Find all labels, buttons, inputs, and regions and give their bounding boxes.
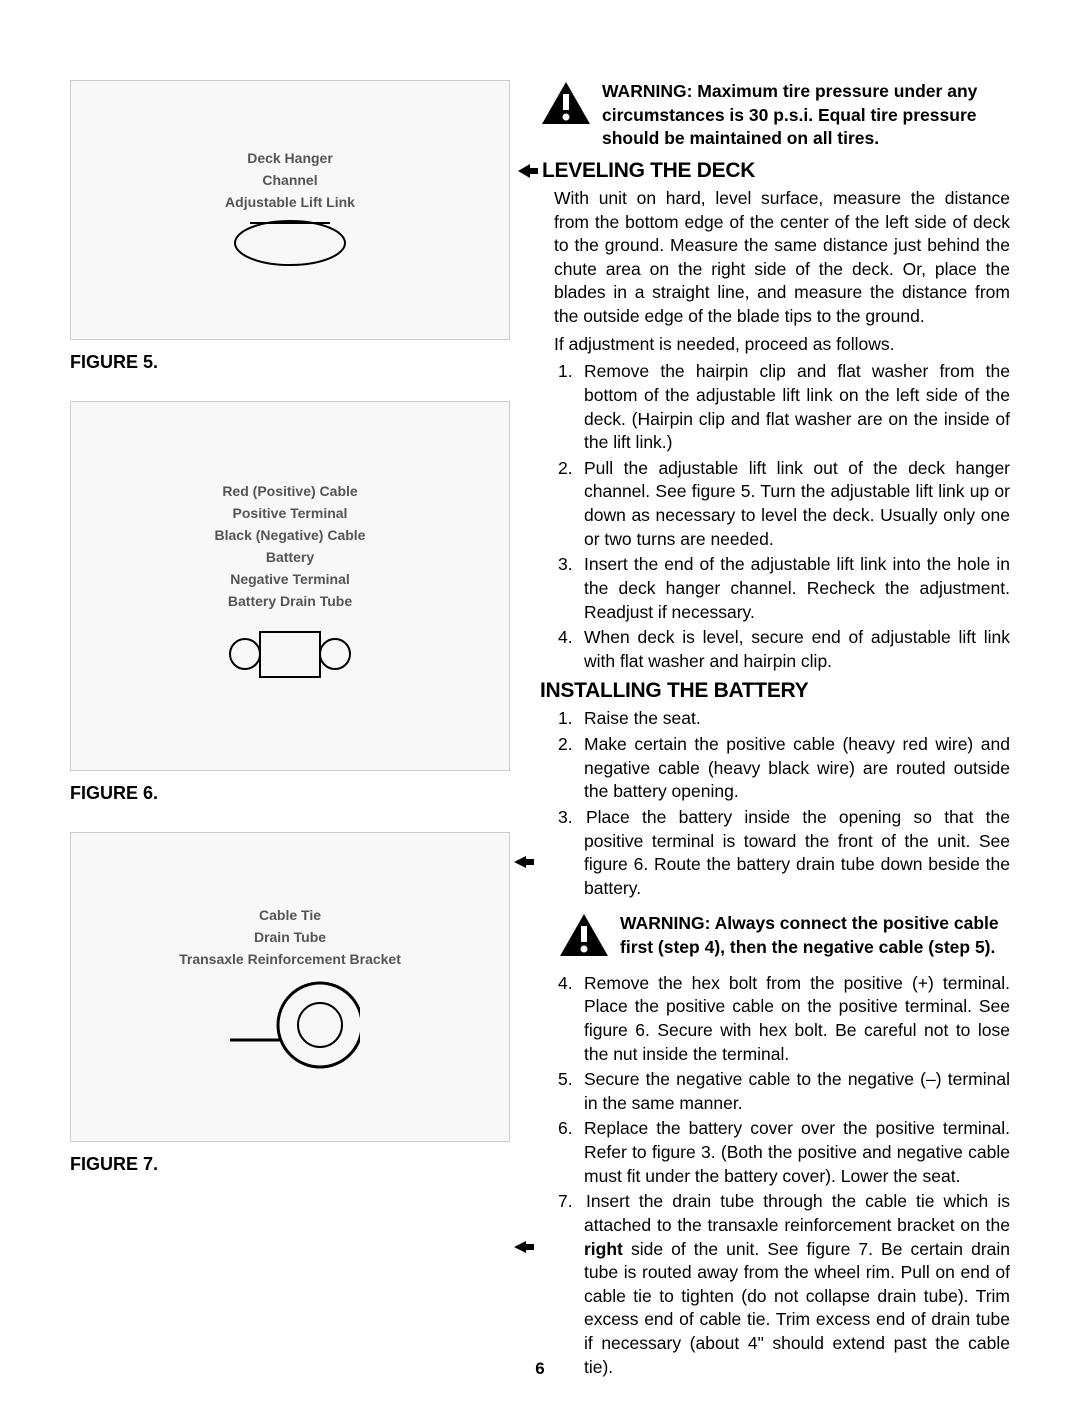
page-number: 6	[535, 1359, 544, 1379]
arrow-left-icon	[514, 856, 534, 868]
fig6-label-5: Negative Terminal	[230, 571, 350, 587]
leveling-intro-2: If adjustment is needed, proceed as foll…	[540, 333, 1010, 357]
warning-tire-pressure: WARNING: Maximum tire pressure under any…	[540, 80, 1010, 151]
deck-diagram-icon	[230, 213, 350, 273]
battery-diagram-icon	[220, 612, 360, 692]
battery-step-2: 2.Make certain the positive cable (heavy…	[558, 733, 1010, 804]
leveling-step-1: 1.Remove the hairpin clip and flat washe…	[558, 360, 1010, 455]
step7-post: side of the unit. See figure 7. Be certa…	[584, 1239, 1010, 1377]
battery-step-7: 7. Insert the drain tube through the cab…	[558, 1190, 1010, 1379]
step7-pre: Insert the drain tube through the cable …	[584, 1191, 1010, 1235]
fig7-label-2: Drain Tube	[254, 929, 326, 945]
heading-leveling-deck: LEVELING THE DECK	[518, 159, 1010, 183]
arrow-left-icon	[514, 1241, 534, 1253]
leveling-step-3: 3.Insert the end of the adjustable lift …	[558, 553, 1010, 624]
leveling-intro-1: With unit on hard, level surface, measur…	[540, 187, 1010, 329]
fig7-label-1: Cable Tie	[259, 907, 321, 923]
figure-7-caption: FIGURE 7.	[70, 1154, 510, 1175]
figure-5-caption: FIGURE 5.	[70, 352, 510, 373]
right-column: WARNING: Maximum tire pressure under any…	[540, 80, 1010, 1381]
leveling-steps: 1.Remove the hairpin clip and flat washe…	[540, 360, 1010, 673]
battery-step-4: 4.Remove the hex bolt from the positive …	[558, 972, 1010, 1067]
battery-steps-b: 4.Remove the hex bolt from the positive …	[540, 972, 1010, 1380]
warning-tire-text: WARNING: Maximum tire pressure under any…	[602, 80, 1010, 151]
warning-battery-connect: WARNING: Always connect the positive cab…	[558, 912, 1010, 959]
battery-step-1: 1.Raise the seat.	[558, 707, 1010, 731]
arrow-left-icon	[518, 164, 538, 178]
warning-battery-text: WARNING: Always connect the positive cab…	[620, 912, 1010, 959]
fig6-label-3: Black (Negative) Cable	[215, 527, 366, 543]
left-column: Deck Hanger Channel Adjustable Lift Link…	[70, 80, 510, 1381]
step7-bold: right	[584, 1239, 623, 1259]
warning-icon	[540, 80, 592, 126]
figure-6-diagram: Red (Positive) Cable Positive Terminal B…	[70, 401, 510, 771]
fig5-label-1: Deck Hanger	[247, 150, 333, 166]
warning-icon	[558, 912, 610, 958]
battery-step-6: 6.Replace the battery cover over the pos…	[558, 1117, 1010, 1188]
figure-7-diagram: Cable Tie Drain Tube Transaxle Reinforce…	[70, 832, 510, 1142]
leveling-step-2: 2.Pull the adjustable lift link out of t…	[558, 457, 1010, 552]
heading-leveling-text: LEVELING THE DECK	[542, 159, 755, 183]
transaxle-diagram-icon	[220, 970, 360, 1070]
figure-5-diagram: Deck Hanger Channel Adjustable Lift Link	[70, 80, 510, 340]
fig6-label-1: Red (Positive) Cable	[222, 483, 357, 499]
battery-steps-a: 1.Raise the seat. 2.Make certain the pos…	[540, 707, 1010, 900]
fig5-label-2: Channel	[262, 172, 317, 188]
fig6-label-4: Battery	[266, 549, 314, 565]
fig6-label-2: Positive Terminal	[233, 505, 348, 521]
fig5-label-3: Adjustable Lift Link	[225, 194, 355, 210]
leveling-step-4: 4.When deck is level, secure end of adju…	[558, 626, 1010, 673]
battery-step-5: 5.Secure the negative cable to the negat…	[558, 1068, 1010, 1115]
heading-installing-battery: INSTALLING THE BATTERY	[540, 679, 1010, 703]
battery-step-3: 3.Place the battery inside the opening s…	[558, 806, 1010, 901]
fig7-label-3: Transaxle Reinforcement Bracket	[179, 951, 401, 967]
fig6-label-6: Battery Drain Tube	[228, 593, 352, 609]
figure-6-caption: FIGURE 6.	[70, 783, 510, 804]
